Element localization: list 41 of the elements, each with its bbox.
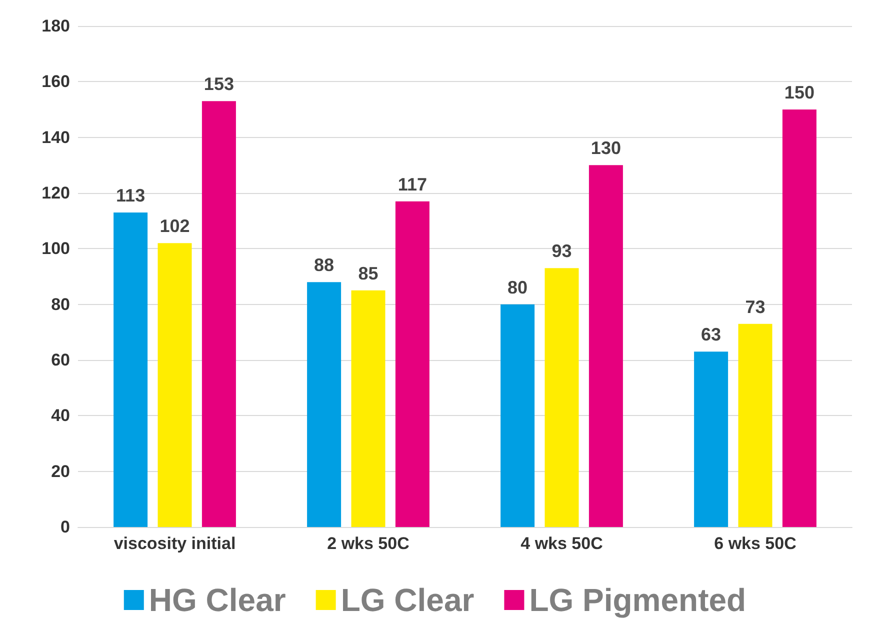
- data-label: 130: [590, 138, 621, 158]
- bar: [202, 101, 236, 527]
- y-tick-label: 60: [51, 350, 70, 370]
- y-tick-label: 140: [42, 128, 70, 147]
- bar: [114, 212, 148, 527]
- y-tick-label: 160: [42, 72, 70, 92]
- data-label: 113: [116, 185, 146, 206]
- data-label: 63: [701, 324, 722, 345]
- bar: [588, 165, 623, 527]
- data-label: 88: [314, 255, 334, 276]
- bar: [782, 110, 816, 527]
- data-label: 93: [552, 241, 572, 262]
- y-tick-label: 120: [42, 184, 70, 202]
- x-tick-label: 2 wks 50C: [327, 534, 410, 553]
- bar: [694, 352, 728, 527]
- x-tick-label: 6 wks 50C: [714, 534, 796, 553]
- x-tick-label: viscosity initial: [114, 534, 236, 553]
- y-tick-label: 180: [42, 16, 70, 36]
- data-label: 102: [160, 216, 190, 236]
- data-label: 150: [784, 82, 814, 102]
- bar: [158, 243, 192, 527]
- legend-label: LG Clear: [340, 582, 474, 618]
- y-tick-label: 80: [51, 294, 70, 314]
- y-tick-label: 40: [51, 406, 70, 426]
- data-label: 80: [508, 277, 528, 298]
- bar: [500, 304, 535, 527]
- bar: [544, 268, 579, 527]
- legend-label: HG Clear: [148, 582, 286, 618]
- bar: [395, 201, 430, 527]
- x-tick-label: 4 wks 50C: [520, 534, 603, 553]
- bar: [351, 290, 386, 527]
- data-label: 85: [358, 263, 378, 284]
- data-label: 153: [204, 74, 234, 94]
- bar: [307, 282, 342, 527]
- legend-label: LG Pigmented: [529, 582, 746, 618]
- y-tick-label: 20: [51, 462, 70, 481]
- data-label: 73: [745, 296, 766, 317]
- data-label: 117: [398, 174, 427, 194]
- y-tick-label: 0: [60, 518, 70, 536]
- y-tick-label: 100: [42, 239, 70, 258]
- bar: [738, 324, 772, 527]
